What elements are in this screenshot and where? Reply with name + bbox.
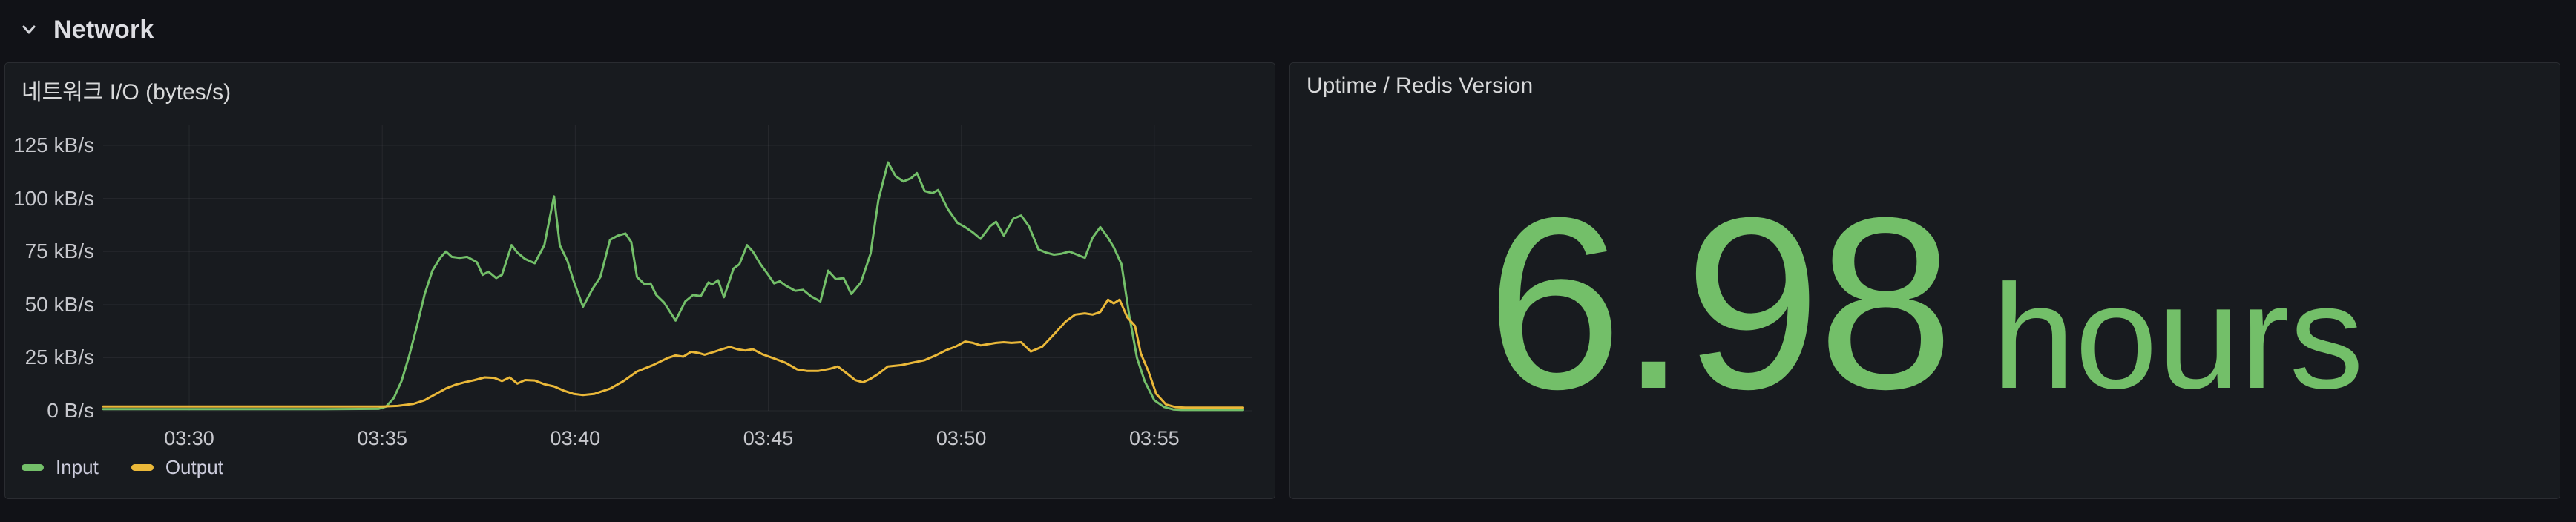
x-tick-label: 03:45 <box>743 427 794 449</box>
timeseries-plot-area[interactable] <box>102 125 1252 412</box>
section-title: Network <box>53 15 154 44</box>
y-tick-label: 0 B/s <box>47 399 94 422</box>
stat-value-group: 6.98 hours <box>1486 165 2364 440</box>
x-tick-label: 03:50 <box>936 427 987 449</box>
y-tick-label: 50 kB/s <box>24 292 94 316</box>
stat-panel-body: 6.98 hours <box>1290 108 2560 498</box>
series-line-input <box>102 161 1244 412</box>
stat-unit: hours <box>1992 254 2364 420</box>
y-tick-label: 75 kB/s <box>24 239 94 263</box>
y-tick-label: 100 kB/s <box>13 186 94 210</box>
x-tick-label: 03:55 <box>1129 427 1180 449</box>
chart-legend: Input Output <box>22 456 223 479</box>
legend-label: Input <box>56 456 99 478</box>
x-tick-label: 03:30 <box>164 427 214 449</box>
x-tick-label: 03:35 <box>357 427 407 449</box>
legend-item-input[interactable]: Input <box>22 456 99 479</box>
panel-uptime-title[interactable]: Uptime / Redis Version <box>1307 73 1534 98</box>
legend-label: Output <box>165 456 223 478</box>
legend-swatch-icon <box>131 464 154 471</box>
legend-swatch-icon <box>22 464 44 471</box>
y-tick-label: 125 kB/s <box>13 133 94 157</box>
stat-value: 6.98 <box>1486 165 1954 440</box>
chevron-down-icon <box>22 25 36 34</box>
y-tick-label: 25 kB/s <box>24 346 94 369</box>
row-header-network[interactable]: Network <box>18 10 154 49</box>
panel-uptime: Uptime / Redis Version 6.98 hours <box>1289 62 2560 499</box>
series-line-output <box>102 298 1244 409</box>
legend-item-output[interactable]: Output <box>131 456 223 479</box>
panel-network-io: 네트워크 I/O (bytes/s) 0 B/s 25 kB/s 50 kB/s 75… <box>4 62 1275 499</box>
x-tick-label: 03:40 <box>550 427 601 449</box>
panel-network-io-title[interactable]: 네트워크 I/O (bytes/s) <box>22 80 231 105</box>
